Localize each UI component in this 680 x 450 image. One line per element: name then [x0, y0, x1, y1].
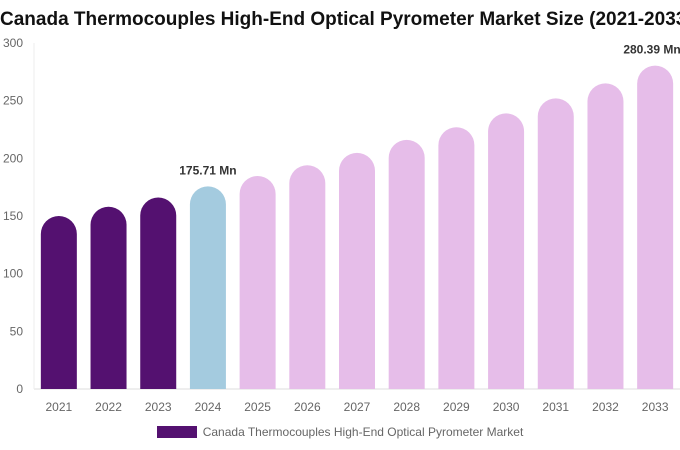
- y-tick-label: 250: [3, 94, 23, 108]
- x-tick-label: 2028: [393, 400, 420, 414]
- bar-2032: [587, 83, 624, 389]
- bar-2027: [339, 152, 375, 389]
- x-tick-label: 2026: [294, 400, 321, 414]
- x-tick-label: 2024: [195, 400, 222, 414]
- bar-2030: [488, 113, 525, 389]
- x-tick-label: 2023: [145, 400, 172, 414]
- bar-2023: [140, 197, 177, 389]
- bar-2026: [289, 165, 326, 389]
- x-tick-label: 2027: [344, 400, 371, 414]
- x-tick-label: 2029: [443, 400, 470, 414]
- y-tick-label: 200: [3, 151, 23, 165]
- y-tick-label: 50: [10, 324, 24, 338]
- bar-2025: [239, 175, 276, 389]
- y-tick-label: 0: [16, 382, 23, 396]
- x-tick-label: 2025: [244, 400, 271, 414]
- legend: Canada Thermocouples High-End Optical Py…: [0, 425, 680, 439]
- x-tick-label: 2030: [493, 400, 520, 414]
- bar-2028: [388, 139, 425, 389]
- bar-2022: [90, 206, 127, 389]
- x-tick-label: 2031: [542, 400, 569, 414]
- x-tick-label: 2033: [642, 400, 669, 414]
- data-label: 175.71 Mn: [179, 163, 236, 177]
- legend-label: Canada Thermocouples High-End Optical Py…: [202, 425, 524, 439]
- bar-2033: [637, 65, 674, 389]
- y-tick-label: 150: [3, 209, 23, 223]
- x-tick-label: 2032: [592, 400, 619, 414]
- bar-2031: [537, 98, 574, 390]
- bar-2024: [189, 186, 226, 389]
- y-tick-label: 100: [3, 267, 23, 281]
- legend-swatch: [156, 426, 197, 438]
- x-tick-label: 2022: [95, 400, 122, 414]
- data-label: 280.39 Mn: [623, 43, 680, 57]
- y-tick-label: 300: [3, 36, 23, 50]
- chart-title: Canada Thermocouples High-End Optical Py…: [0, 9, 680, 30]
- bar-2021: [40, 216, 77, 389]
- x-tick-label: 2021: [45, 400, 72, 414]
- bar-2029: [438, 127, 475, 390]
